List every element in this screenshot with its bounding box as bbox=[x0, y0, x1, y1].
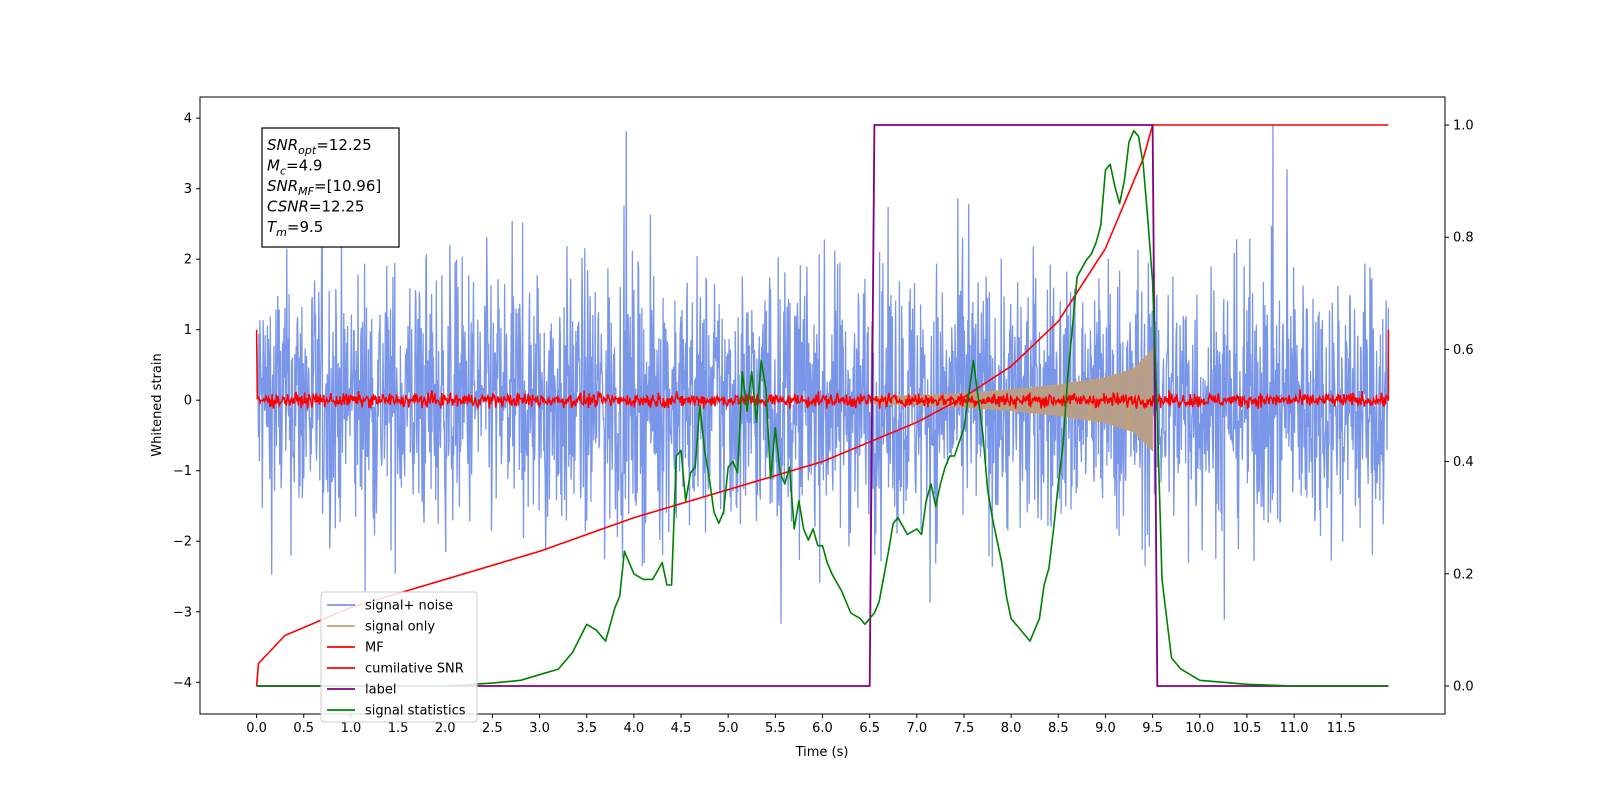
x-tick-label: 10.0 bbox=[1185, 721, 1214, 736]
x-tick-label: 11.5 bbox=[1327, 721, 1356, 736]
x-tick-label: 6.0 bbox=[812, 721, 833, 736]
x-tick-label: 4.0 bbox=[624, 721, 645, 736]
annotation-value: =4.9 bbox=[286, 157, 322, 175]
y-tick-label-right: 0.0 bbox=[1453, 679, 1474, 694]
y-tick-label-left: −4 bbox=[173, 676, 192, 691]
y-tick-label-left: 3 bbox=[184, 182, 192, 197]
annotation-value: =[10.96] bbox=[314, 177, 381, 195]
x-tick-label: 10.5 bbox=[1232, 721, 1261, 736]
y-tick-label-left: −3 bbox=[173, 605, 192, 620]
signal-noise-line bbox=[255, 124, 1390, 624]
signal-noise-layer bbox=[255, 124, 1390, 624]
annotation-subscript: MF bbox=[298, 185, 314, 198]
signal-statistics-line bbox=[256, 129, 1389, 687]
x-axis-label: Time (s) bbox=[795, 745, 849, 760]
y-tick-label-right: 0.8 bbox=[1453, 231, 1474, 246]
annotation-symbol: T bbox=[267, 218, 278, 236]
y-tick-label-right: 0.4 bbox=[1453, 455, 1474, 470]
legend-label: MF bbox=[365, 641, 384, 656]
y-axis-right: 1.0 0.8 0.6 0.4 0.2 0.0 bbox=[1445, 119, 1474, 694]
annotation-subscript: m bbox=[276, 226, 287, 239]
legend-label: signal only bbox=[365, 620, 435, 635]
y-tick-label-left: 4 bbox=[184, 112, 192, 127]
legend-label: label bbox=[365, 683, 396, 698]
x-tick-label: 7.0 bbox=[906, 721, 927, 736]
annotation-value: =12.25 bbox=[309, 198, 365, 216]
legend-label: cumilative SNR bbox=[365, 662, 464, 677]
annotation-box: SNRopt=12.25Mc=4.9SNRMF=[10.96]CSNR=12.2… bbox=[261, 127, 400, 248]
y-axis-label: Whitened strain bbox=[150, 353, 165, 456]
y-tick-label-left: 1 bbox=[184, 323, 192, 338]
annotation-symbol: CSNR bbox=[267, 198, 309, 216]
annotation-line: CSNR=12.25 bbox=[267, 198, 364, 216]
legend: signal+ noise signal only MF cumilative SNR… bbox=[320, 591, 478, 723]
annotation-symbol: M bbox=[267, 157, 280, 175]
x-tick-label: 9.0 bbox=[1095, 721, 1116, 736]
annotation-subscript: opt bbox=[298, 144, 317, 157]
annotation-value: =9.5 bbox=[287, 218, 323, 236]
x-tick-label: 11.0 bbox=[1280, 721, 1309, 736]
annotation-symbol: SNR bbox=[267, 136, 298, 154]
y-tick-label-left: −2 bbox=[173, 535, 192, 550]
annotation-value: =12.25 bbox=[316, 136, 372, 154]
y-tick-label-right: 0.2 bbox=[1453, 567, 1474, 582]
x-tick-label: 1.0 bbox=[341, 721, 362, 736]
x-tick-label: 0.5 bbox=[293, 721, 314, 736]
y-tick-label-left: −1 bbox=[173, 464, 192, 479]
x-tick-label: 4.5 bbox=[671, 721, 692, 736]
annotation-symbol: SNR bbox=[267, 177, 298, 195]
x-axis: 0.0 0.5 1.0 1.5 2.0 2.5 3.0 3.5 4.0 4.5 5.0 5.5 6.0 6… bbox=[246, 714, 1356, 736]
y-tick-label-right: 1.0 bbox=[1453, 119, 1474, 134]
x-tick-label: 8.5 bbox=[1048, 721, 1069, 736]
x-tick-label: 1.5 bbox=[388, 721, 409, 736]
y-tick-label-right: 0.6 bbox=[1453, 343, 1474, 358]
y-tick-label-left: 2 bbox=[184, 253, 192, 268]
x-tick-label: 2.0 bbox=[435, 721, 456, 736]
x-tick-label: 5.5 bbox=[765, 721, 786, 736]
annotation-line: SNRMF=[10.96] bbox=[267, 177, 381, 198]
x-tick-label: 7.5 bbox=[954, 721, 975, 736]
x-tick-label: 2.5 bbox=[482, 721, 503, 736]
mf-layer bbox=[255, 329, 1390, 410]
right-axis-series-layer bbox=[255, 124, 1389, 687]
x-tick-label: 5.0 bbox=[718, 721, 739, 736]
legend-frame bbox=[320, 591, 478, 723]
annotation-subscript: c bbox=[280, 165, 286, 178]
cumulative-snr-line bbox=[255, 124, 1389, 687]
x-tick-label: 6.5 bbox=[859, 721, 880, 736]
y-axis-left: 4 3 2 1 0 −1 −2 −3 −4 bbox=[173, 112, 200, 691]
annotation-line: SNRopt=12.25 bbox=[267, 136, 372, 157]
x-tick-label: 9.5 bbox=[1142, 721, 1163, 736]
x-tick-label: 3.5 bbox=[576, 721, 597, 736]
annotation-line: Tm=9.5 bbox=[267, 218, 323, 239]
mf-line bbox=[255, 329, 1390, 410]
x-tick-label: 3.0 bbox=[529, 721, 550, 736]
legend-label: signal statistics bbox=[365, 704, 466, 719]
annotation-frame bbox=[261, 127, 400, 248]
x-tick-label: 0.0 bbox=[246, 721, 267, 736]
label-line bbox=[256, 124, 1389, 687]
x-tick-label: 8.0 bbox=[1001, 721, 1022, 736]
annotation-line: Mc=4.9 bbox=[267, 157, 322, 178]
legend-label: signal+ noise bbox=[365, 599, 453, 614]
y-tick-label-left: 0 bbox=[184, 394, 192, 409]
